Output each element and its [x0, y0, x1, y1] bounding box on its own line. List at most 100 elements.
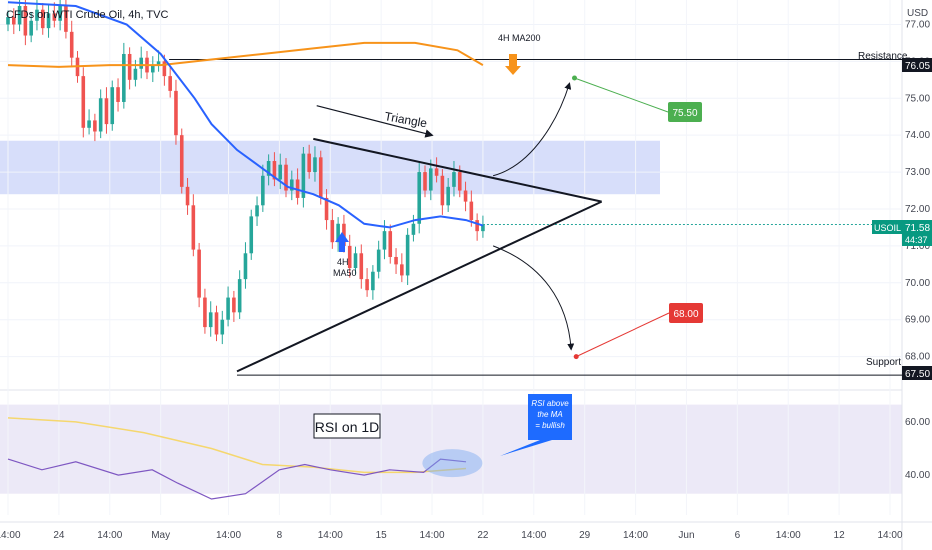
candle-body	[127, 53, 132, 80]
candle-body	[40, 9, 45, 29]
projection-down-arrow	[492, 245, 575, 351]
x-tick-label-11: 29	[579, 530, 591, 541]
candle-body	[278, 164, 283, 180]
ma200-line	[7, 41, 484, 68]
countdown-label: 44:37	[905, 235, 928, 245]
ma50-label-top: 4H	[337, 257, 349, 267]
y-tick-label-6: 71.00	[905, 241, 930, 252]
x-tick-label-1: 24	[53, 530, 65, 541]
support-label: Support	[866, 357, 901, 368]
candle-body	[463, 190, 468, 202]
candle-body	[162, 61, 167, 77]
candle-body	[122, 53, 126, 102]
candle-body	[417, 172, 422, 224]
resistance-label: Resistance	[858, 51, 908, 62]
candle-body	[116, 87, 120, 102]
x-tick-label-0: 14:00	[0, 530, 21, 541]
candle-body	[185, 186, 190, 206]
candle-body	[261, 175, 265, 206]
y-tick-label-7: 70.00	[905, 278, 930, 289]
rsi-callout-line-3: = bullish	[535, 421, 565, 430]
triangle-label: Triangle	[383, 109, 428, 130]
candle-body	[400, 264, 404, 276]
resistance-price-badge	[902, 58, 932, 72]
candle-body	[313, 157, 317, 173]
x-tick-label-17: 14:00	[877, 530, 902, 541]
candle-body	[382, 231, 387, 250]
target-down-connector	[575, 312, 670, 358]
candle-body	[11, 17, 16, 25]
candle-body	[255, 205, 259, 217]
triangle-upper-line	[313, 137, 602, 203]
target-up-connector	[574, 77, 669, 113]
candle-body	[347, 245, 352, 269]
candle-body	[81, 76, 86, 128]
x-tick-label-13: Jun	[678, 530, 694, 541]
candle-body	[318, 157, 323, 198]
candle-body	[208, 312, 213, 328]
candle-body	[46, 13, 51, 29]
rsi-callout-line-1: RSI above	[531, 399, 569, 408]
candle-body	[58, 6, 62, 21]
rsi-y-tick-label-0: 60.00	[905, 417, 930, 428]
candle-body	[29, 20, 33, 36]
rsi-line	[7, 458, 467, 500]
symbol-label: USOIL	[874, 223, 901, 233]
y-tick-label-3: 74.00	[905, 130, 930, 141]
candle-body	[423, 172, 427, 191]
candle-body	[394, 256, 398, 265]
x-tick-label-9: 22	[477, 530, 489, 541]
candle-body	[110, 87, 115, 125]
candle-body	[324, 197, 329, 221]
candle-body	[139, 57, 144, 69]
current-price-label: 71.58	[905, 223, 930, 234]
candle-body	[446, 186, 450, 206]
candle-body	[220, 319, 225, 335]
candle-body	[98, 98, 103, 132]
candle-body	[214, 312, 219, 335]
candle-body	[226, 297, 230, 320]
candle-body	[35, 9, 39, 21]
x-tick-label-6: 14:00	[318, 530, 343, 541]
candle-body	[440, 175, 445, 206]
ma200-label: 4H MA200	[498, 33, 541, 43]
candle-body	[197, 249, 201, 298]
y-tick-label-0: 77.00	[905, 19, 930, 30]
currency-label: USD	[907, 8, 928, 19]
candle-body	[87, 120, 91, 128]
support-price-badge	[902, 366, 932, 380]
triangle-arrow	[316, 105, 434, 138]
x-tick-label-8: 14:00	[420, 530, 445, 541]
y-tick-label-5: 72.00	[905, 204, 930, 215]
candle-body	[237, 279, 242, 313]
candle-body	[469, 201, 474, 221]
candle-body	[266, 161, 271, 176]
symbol-badge	[872, 220, 902, 234]
candle-body	[452, 172, 456, 187]
candle-body	[156, 61, 161, 66]
ma200-arrow-icon	[505, 54, 521, 75]
candle-body	[203, 297, 207, 328]
candle-body	[429, 168, 433, 191]
candle-body	[284, 164, 288, 191]
candle-body	[388, 231, 393, 257]
x-tick-label-4: 14:00	[216, 530, 241, 541]
candle-body	[249, 216, 254, 254]
target-up-badge	[668, 102, 702, 122]
candle-body	[371, 271, 375, 291]
y-tick-label-9: 68.00	[905, 352, 930, 363]
candle-body	[174, 90, 178, 136]
candle-body	[359, 253, 364, 280]
candle-body	[243, 253, 248, 280]
ma50-label-bottom: MA50	[333, 268, 357, 278]
candle-body	[232, 297, 236, 313]
candle-body	[133, 68, 138, 80]
candle-body	[52, 13, 57, 21]
rsi-callout-bubble	[500, 394, 572, 456]
candle-body	[150, 65, 155, 73]
candle-body	[64, 6, 68, 32]
rsi-y-tick-label-1: 40.00	[905, 470, 930, 481]
resistance-price-label: 76.05	[905, 61, 930, 72]
ma50-arrow-icon	[335, 232, 349, 252]
